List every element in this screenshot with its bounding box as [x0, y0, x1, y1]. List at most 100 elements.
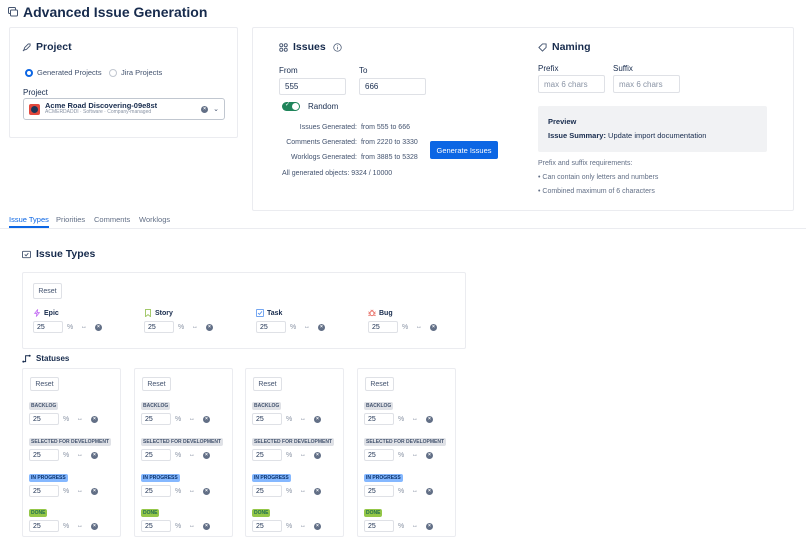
radio-button[interactable] [109, 68, 117, 77]
distribute-icon[interactable]: ↔ [412, 452, 418, 458]
issue-types-panel: Reset Epic 25 % ↔ × Story 25 % ↔ × Task [22, 272, 466, 349]
remove-icon[interactable]: × [314, 415, 321, 423]
status-card: Reset BACKLOG 25% ↔ × SELECTED FOR DEVELOP… [22, 368, 121, 537]
remove-icon[interactable]: × [426, 487, 433, 495]
reset-button[interactable]: Reset [365, 377, 394, 391]
remove-icon[interactable]: × [95, 323, 102, 331]
distribute-icon[interactable]: ↔ [304, 324, 310, 330]
remove-icon[interactable]: × [314, 487, 321, 495]
status-lozenge-in-progress: IN PROGRESS [29, 474, 68, 482]
remove-icon[interactable]: × [206, 323, 213, 331]
remove-icon[interactable]: × [203, 522, 210, 530]
status-percent-input[interactable]: 25 [29, 485, 59, 497]
bug-percent-input[interactable]: 25 [368, 321, 398, 333]
grid-icon [279, 42, 288, 52]
tab-priorities[interactable]: Priorities [56, 215, 86, 224]
project-name: Acme Road Discovering-09e8st [45, 101, 158, 111]
remove-icon[interactable]: × [318, 323, 325, 331]
radio-jira-projects[interactable]: Jira Projects [109, 68, 162, 77]
radio-button-selected[interactable] [25, 68, 33, 77]
distribute-icon[interactable]: ↔ [192, 324, 198, 330]
status-percent-input[interactable]: 25 [141, 413, 171, 425]
distribute-icon[interactable]: ↔ [412, 488, 418, 494]
rocket-icon [22, 42, 31, 51]
distribute-icon[interactable]: ↔ [412, 523, 418, 529]
distribute-icon[interactable]: ↔ [77, 416, 83, 422]
from-input[interactable]: 555 [279, 78, 346, 95]
to-input[interactable]: 666 [359, 78, 426, 95]
status-percent-input[interactable]: 25 [252, 413, 282, 425]
issue-type-story: Story 25 % ↔ × [144, 309, 213, 333]
remove-icon[interactable]: × [91, 522, 98, 530]
distribute-icon[interactable]: ↔ [300, 523, 306, 529]
suffix-input[interactable]: max 6 chars [613, 75, 680, 93]
distribute-icon[interactable]: ↔ [77, 488, 83, 494]
tab-issue-types[interactable]: Issue Types [9, 215, 49, 228]
tab-worklogs[interactable]: Worklogs [139, 215, 171, 224]
remove-icon[interactable]: × [203, 451, 210, 459]
issue-type-epic: Epic 25 % ↔ × [33, 309, 102, 333]
distribute-icon[interactable]: ↔ [416, 324, 422, 330]
distribute-icon[interactable]: ↔ [81, 324, 87, 330]
remove-icon[interactable]: × [314, 522, 321, 530]
remove-icon[interactable]: × [314, 451, 321, 459]
status-lozenge-backlog: BACKLOG [364, 402, 394, 410]
stat-issues: Issues Generated: from 555 to 666 [299, 124, 410, 131]
remove-icon[interactable]: × [91, 415, 98, 423]
distribute-icon[interactable]: ↔ [189, 488, 195, 494]
remove-icon[interactable]: × [91, 451, 98, 459]
remove-icon[interactable]: × [426, 451, 433, 459]
chevron-down-icon[interactable]: ⌄ [213, 106, 219, 113]
info-icon[interactable] [333, 42, 342, 52]
status-percent-input[interactable]: 25 [364, 520, 394, 532]
radio-generated-projects[interactable]: Generated Projects [25, 68, 102, 77]
distribute-icon[interactable]: ↔ [412, 416, 418, 422]
random-toggle[interactable]: ✓ [282, 102, 300, 111]
status-percent-input[interactable]: 25 [141, 485, 171, 497]
status-percent-input[interactable]: 25 [364, 449, 394, 461]
distribute-icon[interactable]: ↔ [189, 416, 195, 422]
distribute-icon[interactable]: ↔ [77, 523, 83, 529]
project-select[interactable]: Acme Road Discovering-09e8st ACMERDADDI … [23, 98, 225, 120]
status-lozenge-backlog: BACKLOG [141, 402, 171, 410]
remove-icon[interactable]: × [426, 415, 433, 423]
reset-button[interactable]: Reset [33, 283, 62, 299]
distribute-icon[interactable]: ↔ [189, 523, 195, 529]
status-percent-input[interactable]: 25 [364, 485, 394, 497]
status-percent-input[interactable]: 25 [364, 413, 394, 425]
status-lozenge-in-progress: IN PROGRESS [364, 474, 403, 482]
status-percent-input[interactable]: 25 [252, 449, 282, 461]
remove-icon[interactable]: × [430, 323, 437, 331]
clear-icon[interactable]: × [201, 105, 209, 113]
remove-icon[interactable]: × [91, 487, 98, 495]
distribute-icon[interactable]: ↔ [300, 452, 306, 458]
status-card: Reset BACKLOG 25% ↔ × SELECTED FOR DEVELOP… [245, 368, 344, 537]
bug-icon [368, 309, 376, 317]
remove-icon[interactable]: × [426, 522, 433, 530]
tab-comments[interactable]: Comments [94, 215, 131, 224]
status-percent-input[interactable]: 25 [141, 520, 171, 532]
status-percent-input[interactable]: 25 [141, 449, 171, 461]
reset-button[interactable]: Reset [253, 377, 282, 391]
status-percent-input[interactable]: 25 [252, 485, 282, 497]
status-percent-input[interactable]: 25 [252, 520, 282, 532]
distribute-icon[interactable]: ↔ [189, 452, 195, 458]
remove-icon[interactable]: × [203, 487, 210, 495]
distribute-icon[interactable]: ↔ [300, 488, 306, 494]
naming-heading: Naming [538, 41, 591, 53]
reset-button[interactable]: Reset [142, 377, 171, 391]
status-percent-input[interactable]: 25 [29, 413, 59, 425]
status-lozenge-in-progress: IN PROGRESS [141, 474, 180, 482]
story-percent-input[interactable]: 25 [144, 321, 174, 333]
task-percent-input[interactable]: 25 [256, 321, 286, 333]
status-percent-input[interactable]: 25 [29, 520, 59, 532]
remove-icon[interactable]: × [203, 415, 210, 423]
reset-button[interactable]: Reset [30, 377, 59, 391]
prefix-input[interactable]: max 6 chars [538, 75, 605, 93]
epic-percent-input[interactable]: 25 [33, 321, 63, 333]
generate-issues-button[interactable]: Generate Issues [430, 141, 498, 159]
status-percent-input[interactable]: 25 [29, 449, 59, 461]
distribute-icon[interactable]: ↔ [77, 452, 83, 458]
task-icon [256, 309, 264, 317]
distribute-icon[interactable]: ↔ [300, 416, 306, 422]
